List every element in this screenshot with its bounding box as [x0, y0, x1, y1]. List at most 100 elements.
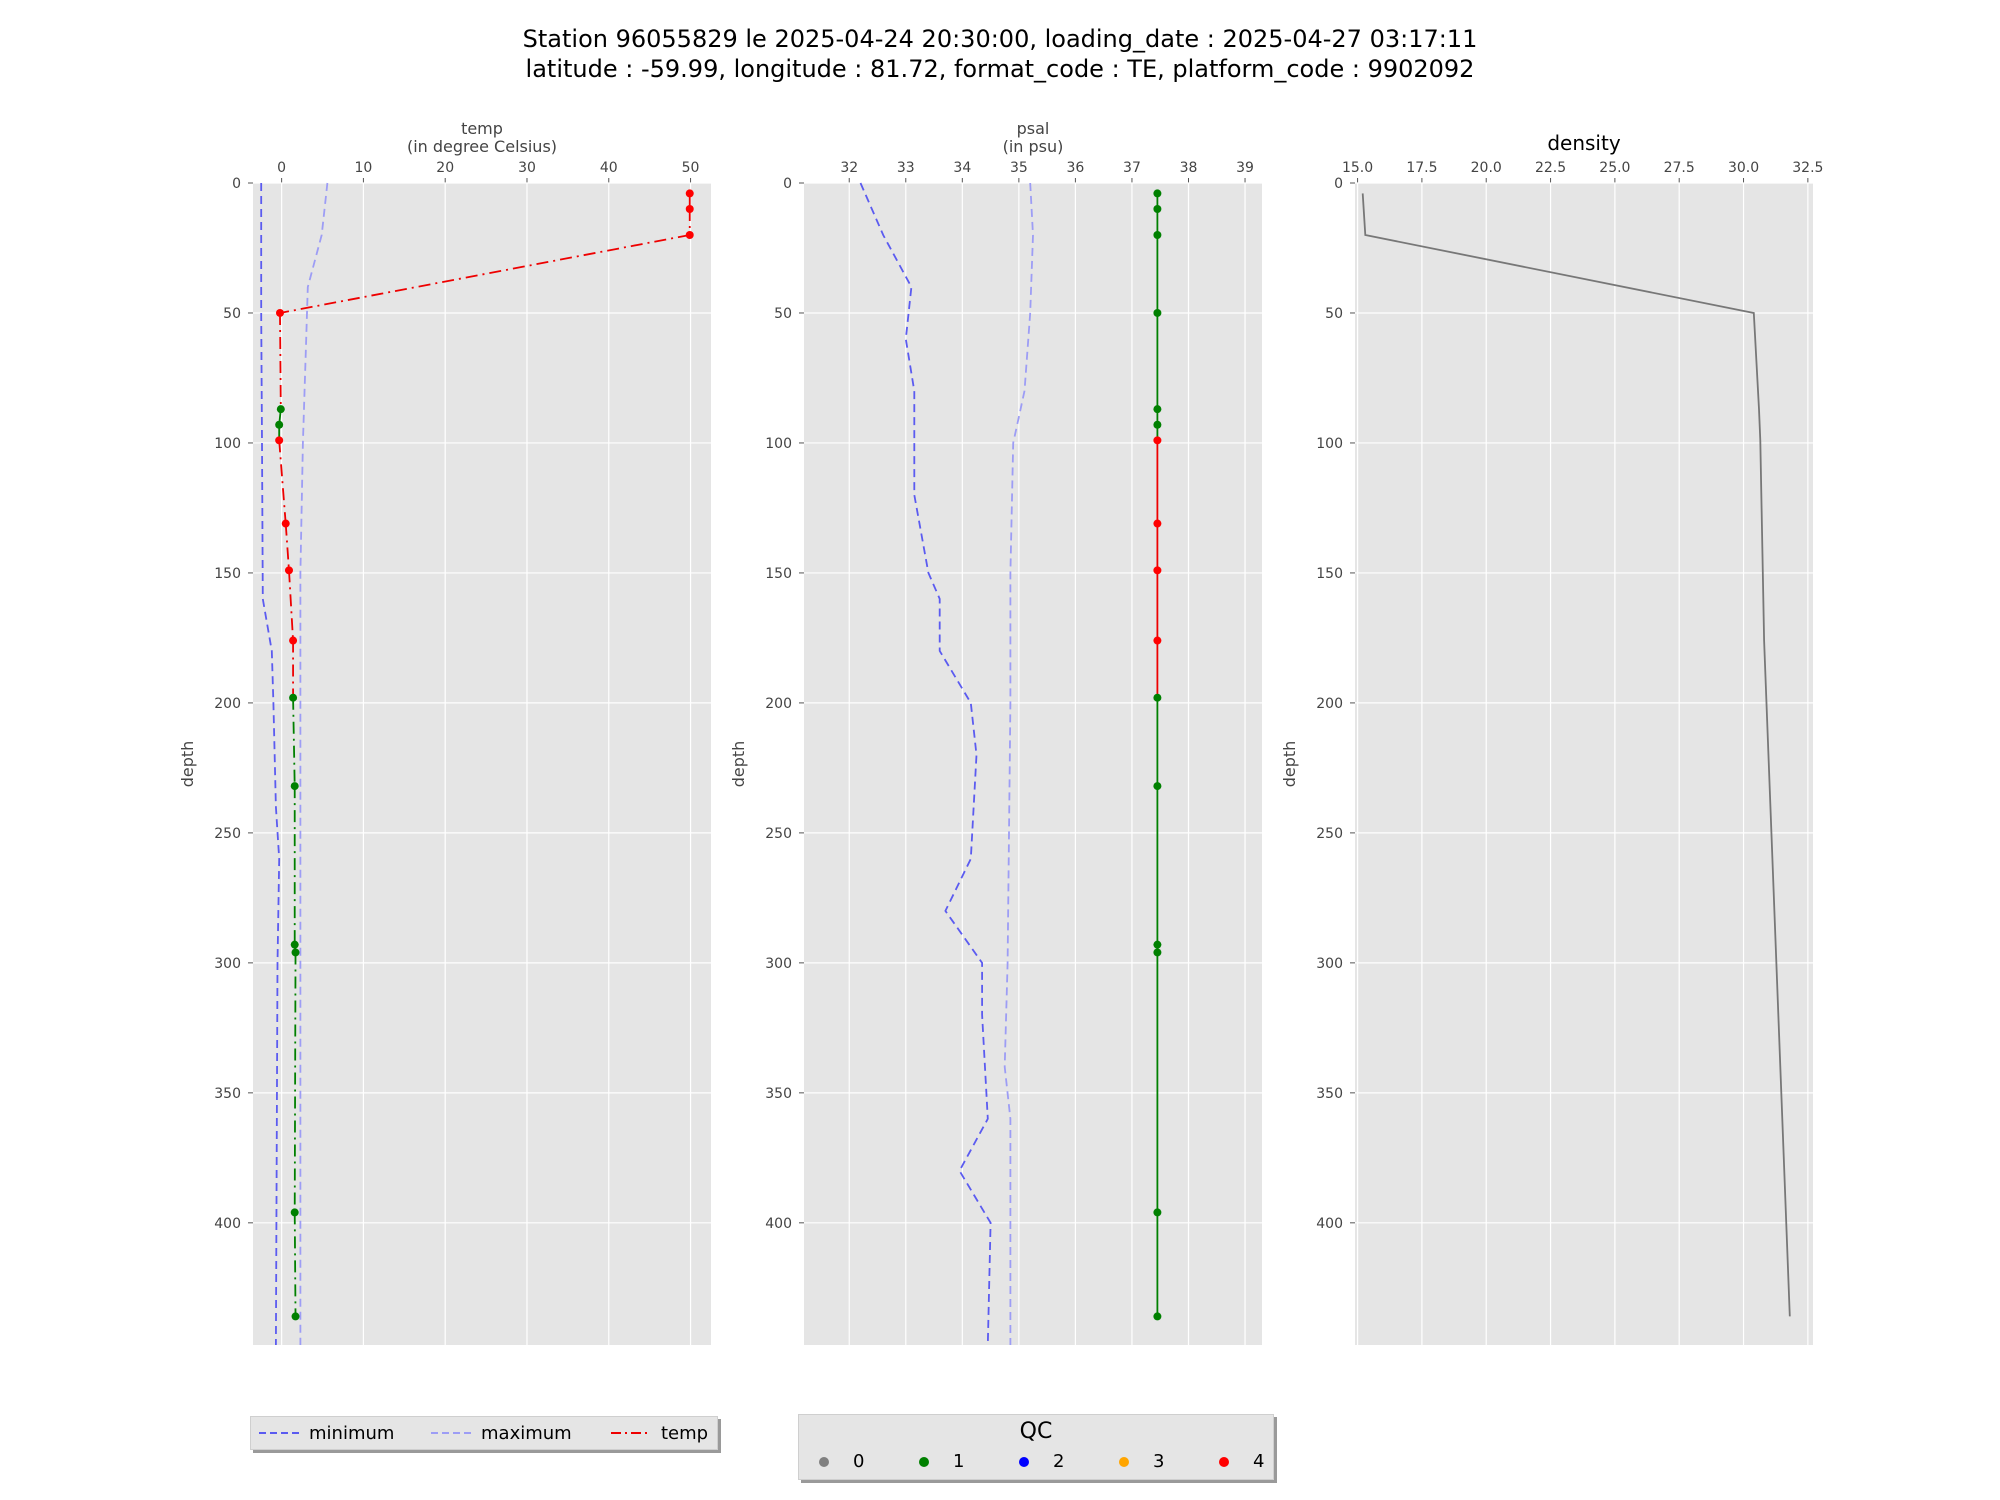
legend-line-maximum [431, 1432, 471, 1434]
legend-label-minimum: minimum [309, 1422, 395, 1444]
x-tick-label: 34 [953, 160, 971, 176]
chart-panel-2: 32 33 34 35 36 37 38 39 0 50 100 150 200 250 300 350 400… [729, 119, 1262, 1346]
data-point-psal [1153, 189, 1162, 198]
y-tick-label: 350 [1316, 1086, 1343, 1102]
x-tick-label: 36 [1066, 160, 1084, 176]
series-legend: minimum maximum temp [250, 1416, 718, 1450]
legend-entry-minimum: minimum [259, 1417, 394, 1449]
data-point-temp [685, 189, 694, 198]
series-line-maximum [1003, 182, 1034, 1345]
data-point-psal [1153, 940, 1162, 949]
qc-legend-marker-4 [1219, 1456, 1229, 1467]
y-axis-label: depth [178, 741, 197, 788]
y-tick-label: 300 [765, 956, 792, 972]
x-tick-label: 0 [277, 160, 286, 176]
data-point-temp [289, 636, 298, 645]
series-segment-temp [288, 570, 294, 641]
x-tick-label: 22.5 [1535, 160, 1566, 176]
plot-background [1355, 183, 1813, 1345]
qc-legend-label-3: 3 [1153, 1451, 1165, 1472]
qc-legend-entry-2: 2 [1019, 1451, 1064, 1472]
data-point-temp [275, 308, 284, 317]
y-tick-label: 0 [1334, 176, 1343, 192]
y-tick-label: 200 [765, 696, 792, 712]
x-axis-label: (in psu) [1003, 137, 1064, 156]
data-point-temp [290, 940, 299, 949]
qc-legend-label-0: 0 [853, 1451, 865, 1472]
y-tick-label: 150 [1316, 566, 1343, 582]
data-point-temp [291, 948, 300, 957]
data-point-psal [1153, 230, 1162, 239]
title-line-2: latitude : -59.99, longitude : 81.72, fo… [525, 55, 1475, 83]
series-segment-temp [292, 697, 296, 787]
data-point-psal [1153, 1208, 1162, 1217]
y-tick-label: 400 [765, 1216, 792, 1232]
y-tick-label: 300 [1316, 956, 1343, 972]
qc-legend-marker-1 [919, 1456, 929, 1467]
chart-panel-3: 15.0 17.5 20.0 22.5 25.0 27.5 30.0 32.5 0 50 100 15… [1280, 131, 1823, 1345]
data-point-temp [290, 1208, 299, 1217]
series-segment-temp [293, 1212, 297, 1317]
chart-panel-1: 0 10 20 30 40 50 0 50 100 150 200 250 300 350 400 depth… [178, 119, 711, 1346]
legend-label-maximum: maximum [481, 1422, 572, 1444]
data-point-temp [284, 566, 293, 575]
data-point-psal [1153, 436, 1162, 445]
qc-legend-marker-0 [819, 1456, 829, 1467]
x-tick-label: 32.5 [1792, 160, 1823, 176]
series-segment-temp [279, 312, 282, 410]
data-point-temp [276, 405, 285, 414]
qc-legend-marker-2 [1019, 1456, 1029, 1467]
data-point-psal [1153, 405, 1162, 414]
data-point-temp [289, 693, 298, 702]
x-tick-label: 30 [518, 160, 536, 176]
data-point-temp [275, 420, 284, 429]
y-tick-label: 250 [765, 826, 792, 842]
x-tick-label: 40 [600, 160, 618, 176]
qc-legend-label-1: 1 [953, 1451, 965, 1472]
x-tick-label: 15.0 [1342, 160, 1373, 176]
y-tick-label: 350 [214, 1086, 241, 1102]
series-line-density [1361, 193, 1791, 1317]
figure-title: Station 96055829 le 2025-04-24 20:30:00,… [0, 24, 2000, 84]
x-tick-label: 39 [1236, 160, 1254, 176]
qc-legend-title: QC [1019, 1419, 1053, 1444]
y-tick-label: 100 [765, 436, 792, 452]
legend-line-temp [611, 1432, 651, 1434]
y-tick-label: 300 [214, 956, 241, 972]
x-axis-label: psal [1017, 119, 1050, 138]
data-point-psal [1153, 566, 1162, 575]
y-tick-label: 100 [214, 436, 241, 452]
x-tick-label: 10 [354, 160, 372, 176]
y-tick-label: 350 [765, 1086, 792, 1102]
data-point-psal [1153, 519, 1162, 528]
legend-entry-maximum: maximum [431, 1417, 572, 1449]
y-tick-label: 0 [232, 176, 241, 192]
x-tick-label: 17.5 [1406, 160, 1437, 176]
panel-title: density [1547, 131, 1620, 155]
series-line-maximum [299, 182, 329, 1345]
x-axis-label: temp [461, 119, 503, 138]
series-line-minimum [859, 182, 992, 1346]
plot-background [253, 183, 711, 1345]
legend-entry-temp: temp [611, 1417, 708, 1449]
x-tick-label: 20 [436, 160, 454, 176]
title-line-1: Station 96055829 le 2025-04-24 20:30:00,… [522, 25, 1478, 53]
x-tick-label: 35 [1010, 160, 1028, 176]
y-tick-label: 0 [783, 176, 792, 192]
y-tick-label: 50 [1325, 306, 1343, 322]
y-tick-label: 200 [214, 696, 241, 712]
x-tick-label: 38 [1180, 160, 1198, 176]
y-tick-label: 250 [1316, 826, 1343, 842]
series-line-minimum [260, 183, 281, 1346]
y-tick-label: 50 [223, 306, 241, 322]
plot-background [804, 183, 1262, 1345]
y-tick-label: 400 [1316, 1216, 1343, 1232]
data-point-temp [685, 204, 694, 213]
data-point-temp [290, 782, 299, 791]
x-tick-label: 37 [1123, 160, 1141, 176]
data-point-psal [1153, 420, 1162, 429]
y-tick-label: 150 [214, 566, 241, 582]
x-tick-label: 27.5 [1664, 160, 1695, 176]
y-axis-label: depth [729, 741, 748, 788]
